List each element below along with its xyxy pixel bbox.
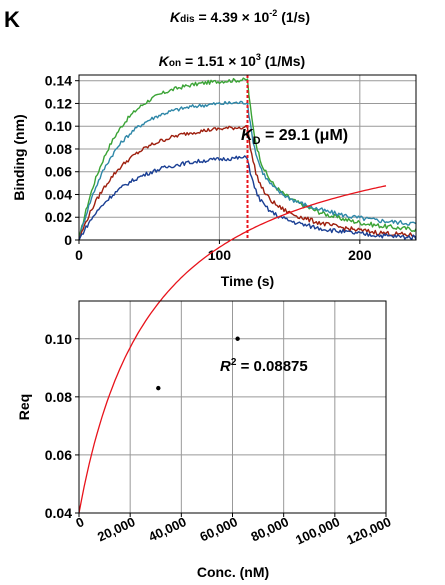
steady-state-x-tick-label: 20,000 <box>95 514 137 544</box>
sensorgram-y-axis-label: Binding (nm) <box>11 114 27 200</box>
sensorgram-x-axis-label: Time (s) <box>221 273 274 289</box>
steady-state-point <box>156 385 161 391</box>
steady-state-y-tick-label: 0.06 <box>45 447 72 463</box>
steady-state-x-tick-label: 120,000 <box>344 514 393 547</box>
sensorgram-x-tick-label: 100 <box>208 247 232 263</box>
steady-state-x-tick-label: 0 <box>73 514 86 531</box>
steady-state-y-tick-label: 0.08 <box>45 389 72 405</box>
sensorgram-x-tick-label: 0 <box>75 247 83 263</box>
langmuir-fit-curve <box>78 185 387 514</box>
sensorgram-y-tick-label: 0.08 <box>45 141 72 157</box>
steady-state-y-tick-label: 0.04 <box>45 505 72 521</box>
steady-state-point <box>235 336 240 341</box>
steady-state-x-tick-label: 60,000 <box>197 514 239 544</box>
sensorgram-y-tick-label: 0 <box>64 232 72 248</box>
steady-state-x-tick-label: 100,000 <box>293 514 342 547</box>
steady-state-chart: 0 20,000 40,000 60,000 80,000 100,000 120,000 0… <box>16 185 394 580</box>
sensorgram-curves <box>78 75 417 241</box>
panel-label: K <box>4 7 20 32</box>
sensorgram-x-tick-label: 200 <box>348 247 372 263</box>
steady-state-y-tick-label: 0.10 <box>45 331 72 347</box>
steady-state-x-axis-label: Conc. (nM) <box>197 564 269 580</box>
sensorgram-chart: 0 100 200 0 0.02 0.04 0.06 0.08 0.10 0.12 0.14 Tim… <box>11 73 417 289</box>
sensorgram-y-tick-label: 0.10 <box>45 118 72 134</box>
steady-state-ticks: 0 20,000 40,000 60,000 80,000 100,000 120,000 0… <box>45 331 394 548</box>
sensorgram-y-tick-label: 0.06 <box>45 164 72 180</box>
steady-state-grid <box>78 301 387 514</box>
sensorgram-y-tick-label: 0.12 <box>45 95 72 111</box>
sensorgram-y-tick-label: 0.02 <box>45 209 72 225</box>
sensorgram-y-tick-label: 0.14 <box>45 73 72 89</box>
r-squared-label: R2 = 0.08875 <box>220 357 308 375</box>
kon-label: Kon = 1.51 × 103 (1/Ms) <box>159 52 305 69</box>
sensorgram-y-tick-label: 0.04 <box>45 186 72 202</box>
kd-label: KD = 29.1 (μM) <box>241 127 348 147</box>
sensorgram-ticks: 0 100 200 0 0.02 0.04 0.06 0.08 0.10 0.12 0.14 <box>45 73 372 263</box>
steady-state-y-axis-label: Req <box>16 394 32 420</box>
sensorgram-frame <box>78 74 417 241</box>
steady-state-x-tick-label: 80,000 <box>249 514 291 544</box>
kdis-label: Kdis = 4.39 × 10-2 (1/s) <box>170 8 310 25</box>
sensorgram-series-blue <box>78 155 417 241</box>
sensorgram-series-green <box>78 77 417 241</box>
steady-state-x-tick-label: 40,000 <box>146 514 188 544</box>
steady-state-points <box>156 336 240 391</box>
